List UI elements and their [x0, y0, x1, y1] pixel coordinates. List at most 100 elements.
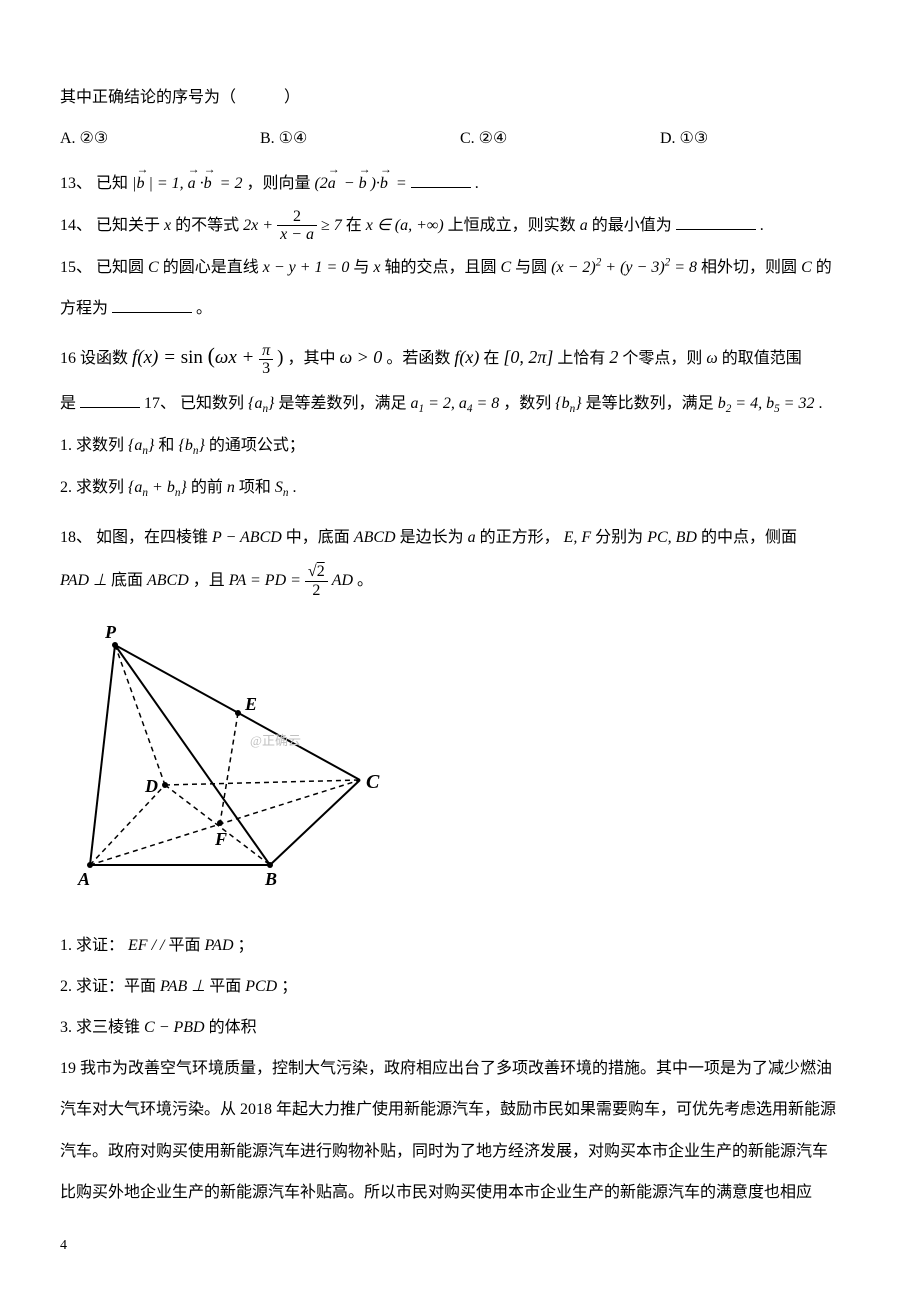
q15-num: 15、	[60, 259, 92, 276]
q18-t8: ，且	[193, 572, 225, 589]
q15-t3: 与	[353, 259, 369, 276]
q18-s3a: 求三棱锥	[76, 1019, 140, 1036]
q19-l1: 19 我市为改善空气环境质量，控制大气污染，政府相应出台了多项改善环境的措施。其…	[60, 1051, 860, 1086]
q18-pcbd: PC, BD	[647, 529, 697, 546]
q15-c3: C	[801, 259, 812, 276]
q18-s1n: 1.	[60, 937, 72, 954]
q15-c1: C	[148, 259, 159, 276]
q17-n: n	[227, 479, 235, 496]
q16-fx2: f(x)	[454, 347, 479, 367]
q18-pyr: P − ABCD	[212, 529, 282, 546]
q18-papd: PA = PD =	[229, 572, 301, 589]
q14-blank[interactable]	[676, 214, 756, 230]
q17-s1t: 的通项公式；	[209, 437, 305, 454]
q18-t1: 如图，在四棱锥	[96, 529, 208, 546]
q14-t1: 已知关于	[96, 217, 160, 234]
q15-t7: 的	[816, 259, 832, 276]
q16-two: 2	[609, 347, 618, 367]
q18-ef: E, F	[564, 529, 592, 546]
q14-period: .	[760, 217, 764, 234]
q18-s3c: 的体积	[209, 1019, 257, 1036]
q15-c2: C	[500, 259, 511, 276]
q15: 15、 已知圆 C 的圆心是直线 x − y + 1 = 0 与 x 轴的交点，…	[60, 250, 860, 285]
q16-t7: 的取值范围	[722, 350, 802, 367]
q18-s3n: 3.	[60, 1019, 72, 1036]
q13-blank[interactable]	[411, 172, 471, 188]
q18-figure: P E C D F A B @正确云	[60, 610, 860, 913]
q18-abcd2: ABCD	[147, 572, 189, 589]
q17-s2n: 2.	[60, 479, 72, 496]
q18-t6: 的中点，侧面	[701, 529, 797, 546]
q18-s2e: ；	[281, 978, 297, 995]
label-P: P	[104, 622, 117, 642]
q14-x: x	[164, 217, 171, 234]
q14-t2: 的不等式	[175, 217, 239, 234]
q16-frac: π 3	[259, 342, 273, 378]
q18-t3: 是边长为	[400, 529, 464, 546]
q18-s2perp: ⊥	[191, 978, 205, 995]
q15-t5: 与圆	[515, 259, 547, 276]
q14-frac: 2 x − a	[277, 208, 317, 244]
q18-perp: ⊥	[93, 572, 107, 589]
q17-s2a: 求数列	[76, 479, 124, 496]
q18-s2n: 2.	[60, 978, 72, 995]
q18-s1d: PAD	[204, 937, 233, 954]
q18-pad: PAD	[60, 572, 89, 589]
q14-t3: 在	[346, 217, 362, 234]
q18-s3b: C − PBD	[144, 1019, 205, 1036]
q16-blank[interactable]	[80, 392, 140, 408]
label-E: E	[244, 694, 257, 714]
q16-t8: 是	[60, 395, 76, 412]
watermark: @正确云	[250, 733, 301, 748]
q16-t2: ，其中	[287, 350, 335, 367]
q15-x: x	[373, 259, 380, 276]
q17-t3: ，数列	[503, 395, 551, 412]
label-D: D	[144, 776, 158, 796]
q14-num: 14、	[60, 217, 92, 234]
q16-omega: ω > 0	[339, 347, 382, 367]
q19-l3: 汽车。政府对购买使用新能源汽车进行购物补贴，同时为了地方经济发展，对购买本市企业…	[60, 1134, 860, 1169]
q17-s2t: 项和	[239, 479, 271, 496]
q15-t6: 相外切，则圆	[701, 259, 797, 276]
q17-period: .	[818, 395, 822, 412]
q18-a: a	[468, 529, 476, 546]
q12-prompt: 其中正确结论的序号为（ ）	[60, 80, 860, 115]
q18-sub1: 1. 求证： EF / / 平面 PAD ；	[60, 928, 860, 963]
q18-abcd: ABCD	[354, 529, 396, 546]
q18-p: 。	[357, 572, 373, 589]
q17-s1a: 求数列	[76, 437, 124, 454]
q15-blank[interactable]	[112, 297, 192, 313]
q17-s2m: 的前	[191, 479, 223, 496]
q13-prefix: 已知	[96, 175, 128, 192]
label-A: A	[77, 869, 90, 889]
q17-t2: 是等差数列，满足	[278, 395, 406, 412]
q17-s2p: .	[292, 479, 296, 496]
q18-s2d: PCD	[245, 978, 277, 995]
q18-s2a: 求证：平面	[76, 978, 156, 995]
q13-period: .	[475, 175, 479, 192]
q17-sub1: 1. 求数列 {an} 和 {bn} 的通项公式；	[60, 428, 860, 464]
q18-line2: PAD ⊥ 底面 ABCD ，且 PA = PD = √2 2 AD 。	[60, 563, 860, 599]
q14-t5: 的最小值为	[592, 217, 672, 234]
q15-t4: 轴的交点，且圆	[384, 259, 496, 276]
opt-c: C. ②④	[460, 121, 660, 156]
q18-sub2: 2. 求证：平面 PAB ⊥ 平面 PCD ；	[60, 969, 860, 1004]
q15-t8: 方程为	[60, 300, 108, 317]
q16-num: 16	[60, 350, 76, 367]
q15-t1: 已知圆	[96, 259, 144, 276]
q18-t2: 中，底面	[286, 529, 350, 546]
q18-ad: AD	[332, 572, 353, 589]
q15-lineeq: x − y + 1 = 0	[263, 259, 350, 276]
label-C: C	[366, 771, 380, 793]
label-F: F	[214, 829, 227, 849]
opt-b: B. ①④	[260, 121, 460, 156]
q16-om: ω	[706, 350, 717, 367]
q15-t2: 的圆心是直线	[163, 259, 259, 276]
q17-t1: 已知数列	[180, 395, 244, 412]
q19-num: 19	[60, 1060, 76, 1077]
q14: 14、 已知关于 x 的不等式 2x + 2 x − a ≥ 7 在 x ∈ (…	[60, 208, 860, 244]
q18: 18、 如图，在四棱锥 P − ABCD 中，底面 ABCD 是边长为 a 的正…	[60, 520, 860, 555]
q16: 16 设函数 f(x) = sin (ωx + π 3 ) ，其中 ω > 0 …	[60, 332, 860, 380]
q16-t3: 。若函数	[386, 350, 450, 367]
q13-num: 13、	[60, 175, 92, 192]
